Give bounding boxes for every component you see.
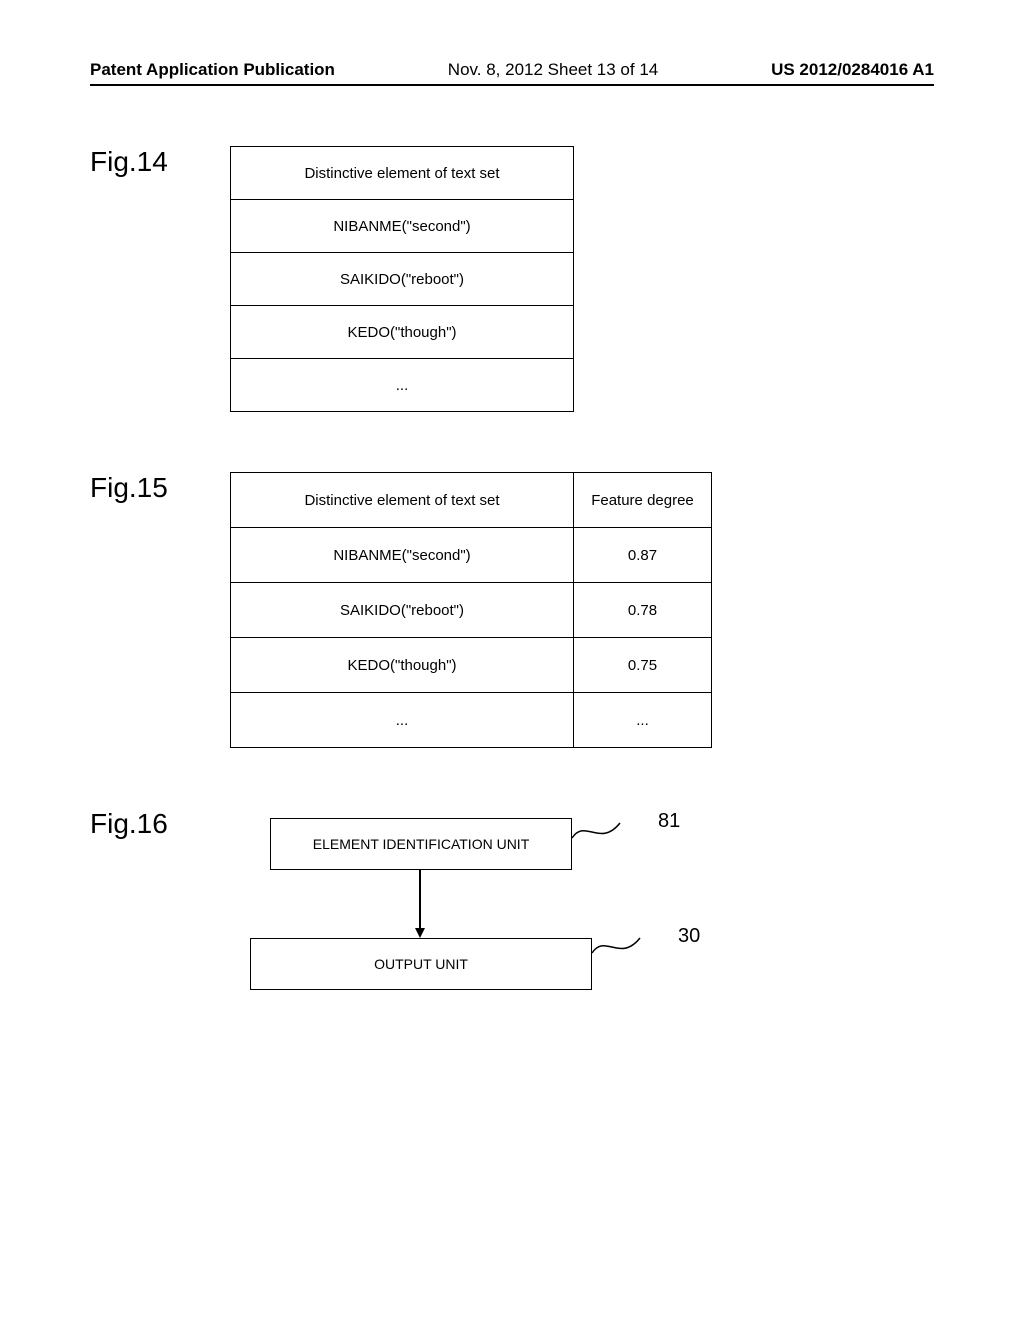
figure-14-label: Fig.14 [90, 146, 220, 178]
reference-number: 30 [678, 925, 700, 948]
table-fig15: Distinctive element of text set Feature … [230, 472, 712, 748]
figure-16-content: ELEMENT IDENTIFICATION UNIT 81 OUTPUT UN… [220, 808, 934, 1018]
table-header: Distinctive element of text set [231, 147, 574, 200]
arrow-head-icon [415, 928, 425, 938]
table-cell: ... [574, 693, 712, 748]
box-output-unit: OUTPUT UNIT [250, 938, 592, 990]
table-row: KEDO("though") [231, 306, 574, 359]
table-row: ... [231, 359, 574, 412]
table-cell: 0.78 [574, 583, 712, 638]
diagram-fig16: ELEMENT IDENTIFICATION UNIT 81 OUTPUT UN… [240, 808, 720, 1018]
box-label: ELEMENT IDENTIFICATION UNIT [313, 836, 530, 852]
table-cell: 0.87 [574, 528, 712, 583]
figure-16-label: Fig.16 [90, 808, 220, 840]
figure-15-label: Fig.15 [90, 472, 220, 504]
arrow-line [419, 870, 421, 928]
figure-14: Fig.14 Distinctive element of text set N… [90, 146, 934, 412]
header-center: Nov. 8, 2012 Sheet 13 of 14 [448, 60, 658, 80]
table-cell: SAIKIDO("reboot") [231, 583, 574, 638]
leader-line-icon [570, 808, 650, 848]
table-row: NIBANME("second") [231, 200, 574, 253]
figure-15: Fig.15 Distinctive element of text set F… [90, 472, 934, 748]
box-element-identification-unit: ELEMENT IDENTIFICATION UNIT [270, 818, 572, 870]
box-label: OUTPUT UNIT [374, 956, 468, 972]
figure-14-content: Distinctive element of text set NIBANME(… [220, 146, 934, 412]
table-cell: 0.75 [574, 638, 712, 693]
reference-number: 81 [658, 810, 680, 833]
page: Patent Application Publication Nov. 8, 2… [0, 0, 1024, 1118]
header-right: US 2012/0284016 A1 [771, 60, 934, 80]
leader-line-icon [590, 923, 670, 963]
table-fig14: Distinctive element of text set NIBANME(… [230, 146, 574, 412]
table-cell: KEDO("though") [231, 638, 574, 693]
table-header: Feature degree [574, 473, 712, 528]
table-cell: ... [231, 693, 574, 748]
figure-15-content: Distinctive element of text set Feature … [220, 472, 934, 748]
table-header: Distinctive element of text set [231, 473, 574, 528]
figure-16: Fig.16 ELEMENT IDENTIFICATION UNIT 81 OU… [90, 808, 934, 1018]
page-header: Patent Application Publication Nov. 8, 2… [90, 60, 934, 86]
header-left: Patent Application Publication [90, 60, 335, 80]
table-row: SAIKIDO("reboot") [231, 253, 574, 306]
table-cell: NIBANME("second") [231, 528, 574, 583]
